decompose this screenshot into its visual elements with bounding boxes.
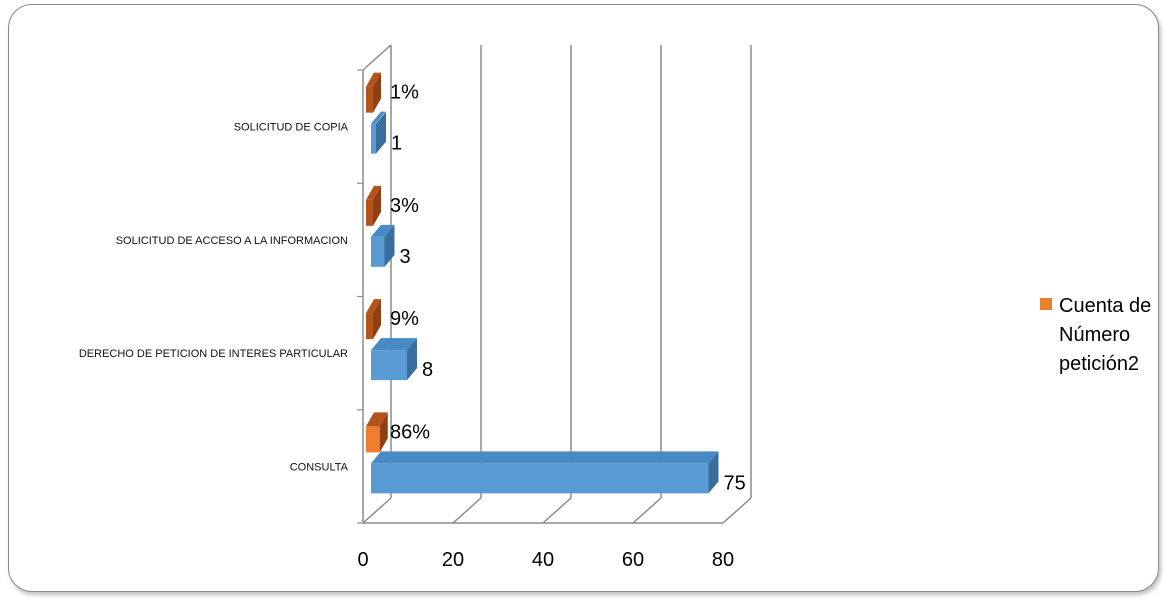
value-label: 3 [400, 246, 411, 268]
gridline-floor [362, 497, 392, 524]
legend-label: Cuenta de Número petición2 [1059, 295, 1152, 375]
category-label: DERECHO DE PETICION DE INTERES PARTICULA… [79, 348, 348, 360]
percent-bar [366, 313, 373, 340]
value-bar [371, 463, 709, 494]
value-bar [371, 123, 376, 154]
x-tick-label: 40 [532, 549, 554, 571]
value-label: 75 [724, 472, 746, 494]
x-tick-label: 20 [442, 549, 464, 571]
percent-bar-top [366, 412, 388, 427]
left-wall-top-edge [362, 44, 392, 71]
gridline-floor [722, 497, 752, 524]
percent-bar-side [373, 185, 381, 226]
x-tick-label: 80 [712, 549, 734, 571]
legend-swatch [1040, 298, 1052, 310]
percent-bar-top [366, 299, 381, 314]
value-bar-side [384, 224, 395, 267]
value-bar-top [371, 111, 386, 124]
value-label: 1 [391, 133, 402, 155]
percent-label: 3% [390, 195, 419, 217]
percent-bar-top [366, 72, 381, 87]
value-bar-top [371, 338, 417, 351]
value-bar-top [371, 224, 395, 237]
value-bar-side [376, 111, 386, 154]
percent-bar [366, 86, 373, 113]
percent-bar-side [373, 72, 381, 113]
value-bar [371, 236, 385, 267]
percent-label: 9% [390, 308, 419, 330]
gridline-floor [542, 497, 572, 524]
percent-bar-top [366, 185, 381, 200]
value-bar-side [708, 451, 719, 494]
percent-bar-side [379, 412, 388, 453]
percent-label: 1% [390, 82, 419, 104]
category-label: CONSULTA [290, 461, 349, 473]
percent-bar-side [373, 299, 381, 340]
value-bar [371, 350, 407, 381]
value-label: 8 [422, 359, 433, 381]
percent-label: 86% [390, 421, 430, 443]
value-bar-top [371, 451, 719, 464]
x-tick-label: 0 [357, 549, 368, 571]
gridline-floor [632, 497, 662, 524]
x-tick-label: 60 [622, 549, 644, 571]
category-label: SOLICITUD DE COPIA [234, 122, 349, 134]
value-bar-side [407, 338, 417, 381]
chart-frame [8, 4, 1159, 592]
percent-bar [366, 426, 380, 453]
category-label: SOLICITUD DE ACCESO A LA INFORMACION [116, 235, 348, 247]
gridline-floor [452, 497, 482, 524]
percent-bar [366, 199, 373, 226]
